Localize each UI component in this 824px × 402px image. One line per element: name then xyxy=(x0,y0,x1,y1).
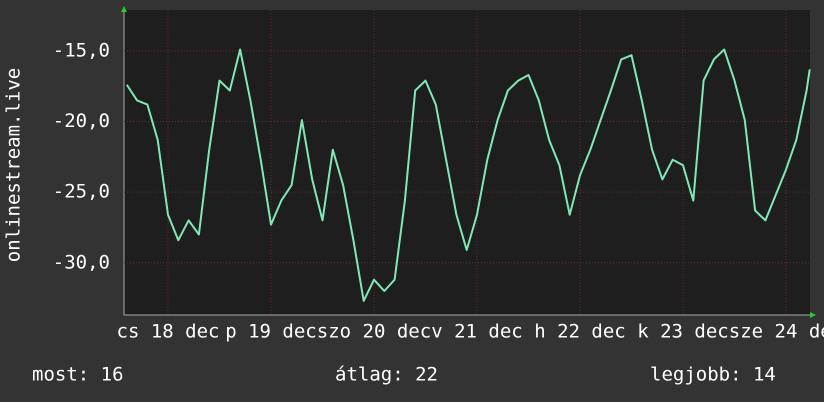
x-tick-label: h 22 dec xyxy=(534,321,626,343)
plot-area xyxy=(124,10,810,315)
y-tick-label: -25,0 xyxy=(53,181,110,203)
x-tick-label: v 21 dec xyxy=(431,321,523,343)
y-tick-label: -15,0 xyxy=(53,39,110,61)
x-tick-label: szo 20 dec xyxy=(317,321,431,343)
y-arrow xyxy=(121,6,127,12)
y-tick-label: -30,0 xyxy=(53,251,110,273)
footer-best: legjobb: 14 xyxy=(650,364,776,386)
footer-current: most: 16 xyxy=(32,364,124,386)
x-tick-label: sze 24 dec xyxy=(729,321,824,343)
x-tick-label: cs 18 dec xyxy=(117,321,220,343)
x-tick-label: k 23 dec xyxy=(637,321,729,343)
x-arrow xyxy=(810,312,816,318)
data-line xyxy=(125,48,811,302)
y-tick-label: -20,0 xyxy=(53,110,110,132)
x-tick-label: p 19 dec xyxy=(225,321,317,343)
y-axis-label: onlinestream.live xyxy=(3,68,25,262)
footer-average: átlag: 22 xyxy=(335,364,438,386)
